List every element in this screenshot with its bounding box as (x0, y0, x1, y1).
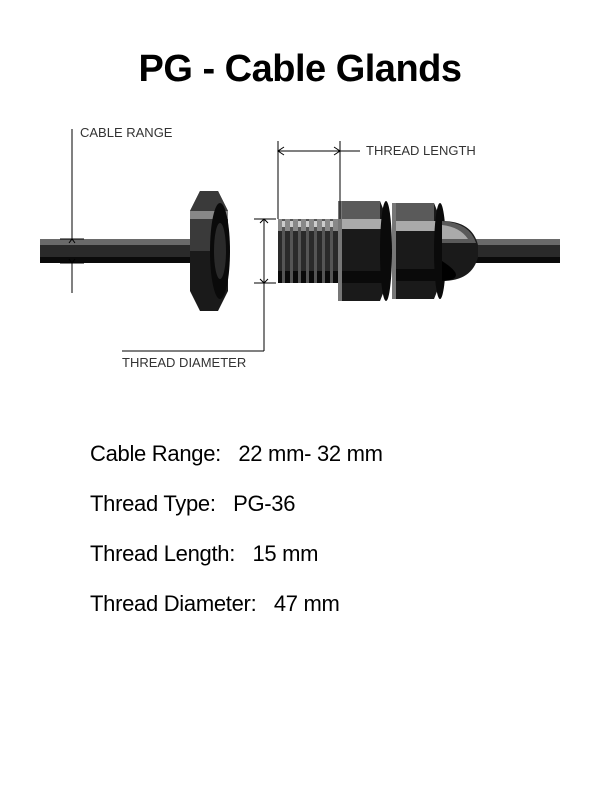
label-thread-length: THREAD LENGTH (366, 143, 476, 158)
spec-label: Thread Diameter: (90, 591, 256, 616)
label-thread-diameter: THREAD DIAMETER (122, 355, 246, 370)
spec-row: Thread Diameter: 47 mm (90, 591, 600, 617)
spec-value: 47 mm (274, 591, 340, 616)
spec-value: 22 mm- 32 mm (238, 441, 382, 466)
spec-row: Thread Length: 15 mm (90, 541, 600, 567)
gland-diagram-svg: CABLE RANGE THREAD LENGTH THREAD DIAMETE… (40, 121, 560, 381)
page-title: PG - Cable Glands (0, 0, 600, 111)
spec-value: 15 mm (252, 541, 318, 566)
spec-list: Cable Range: 22 mm- 32 mm Thread Type: P… (90, 441, 600, 617)
spec-row: Thread Type: PG-36 (90, 491, 600, 517)
gland-diagram: CABLE RANGE THREAD LENGTH THREAD DIAMETE… (40, 121, 560, 381)
spec-value: PG-36 (233, 491, 295, 516)
spec-label: Cable Range: (90, 441, 221, 466)
spec-label: Thread Length: (90, 541, 235, 566)
spec-label: Thread Type: (90, 491, 216, 516)
label-cable-range: CABLE RANGE (80, 125, 173, 140)
spec-row: Cable Range: 22 mm- 32 mm (90, 441, 600, 467)
